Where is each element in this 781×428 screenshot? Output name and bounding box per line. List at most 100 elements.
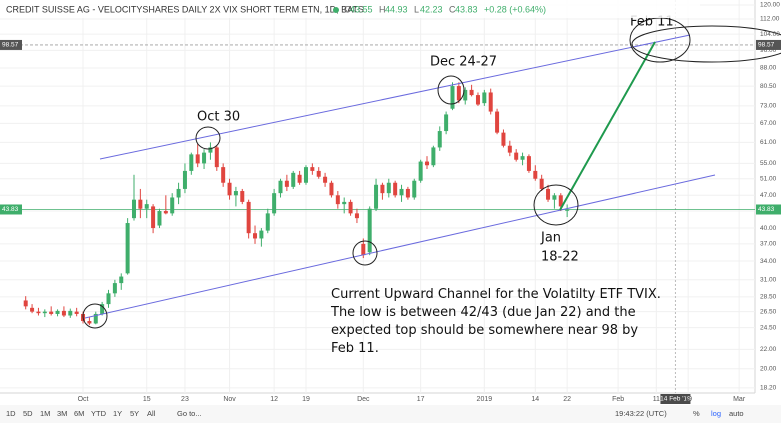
x-tick-label: Feb	[612, 396, 624, 403]
candle-body	[329, 182, 334, 196]
circle	[533, 184, 579, 226]
x-tick-label: 15	[143, 396, 151, 403]
candle-body	[310, 167, 315, 171]
candle-body	[259, 230, 264, 239]
range-button[interactable]: 5Y	[130, 409, 139, 418]
candle-body	[131, 199, 136, 219]
price-label-bg	[756, 204, 781, 215]
candle-body	[297, 174, 302, 183]
candle-body	[125, 223, 130, 274]
candle-body	[87, 321, 92, 324]
candle-body	[106, 293, 111, 305]
y-tick-label: 80.50	[760, 83, 777, 90]
candle-body	[335, 195, 340, 205]
price-label-left: 43.83	[2, 206, 19, 213]
candle-body	[533, 170, 538, 179]
candle-body	[221, 167, 226, 183]
candle-body	[55, 310, 60, 314]
ohlc-change: +0.28 (+0.64%)	[484, 4, 546, 14]
ohlc-value: 44.93	[385, 4, 408, 14]
candle-body	[240, 191, 245, 202]
range-button[interactable]: 6M	[74, 409, 84, 418]
candle-body	[437, 131, 442, 148]
y-tick-label: 31.00	[760, 277, 777, 284]
candle-body	[342, 201, 347, 205]
annotation: Jan	[540, 231, 561, 246]
price-label-left: 98.57	[2, 42, 19, 49]
range-button[interactable]: 5D	[23, 409, 33, 418]
candle-body	[380, 184, 385, 194]
candle-body	[316, 170, 321, 177]
channel-upper	[99, 34, 691, 160]
x-tick-label: 12	[270, 396, 278, 403]
ohlc-value: 43.83	[455, 4, 478, 14]
scale-option[interactable]: log	[711, 409, 721, 418]
y-tick-label: 120.00	[760, 2, 780, 9]
range-button[interactable]: 1M	[40, 409, 50, 418]
range-button[interactable]: 1D	[6, 409, 16, 418]
scale-option[interactable]: auto	[729, 409, 744, 418]
y-tick-label: 37.00	[760, 241, 777, 248]
candle-body	[488, 92, 493, 112]
candle-body	[49, 311, 54, 314]
range-button[interactable]: All	[147, 409, 156, 418]
scale-option[interactable]: %	[693, 409, 700, 418]
candle-body	[303, 167, 308, 183]
candle-body	[367, 208, 372, 253]
candle-body	[189, 154, 194, 171]
candle-body	[202, 152, 207, 164]
candle-body	[431, 147, 436, 166]
candle-body	[138, 199, 143, 209]
ohlc-value: 42.23	[420, 4, 443, 14]
range-button[interactable]: YTD	[91, 409, 107, 418]
price-label: 98.57	[758, 42, 775, 49]
candle-body	[291, 172, 296, 187]
range-button[interactable]: 3M	[57, 409, 67, 418]
x-tick-label: 17	[417, 396, 425, 403]
price-label: 43.83	[758, 206, 775, 213]
y-tick-label: 112.00	[760, 16, 780, 23]
candle-body	[195, 154, 200, 164]
x-tick-label: Mar	[733, 396, 746, 403]
x-tick-label: 23	[181, 396, 189, 403]
circle	[195, 126, 221, 150]
y-tick-label: 22.00	[760, 346, 777, 353]
candle-body	[253, 233, 258, 239]
crosshair-label: 14 Feb '19	[660, 396, 691, 403]
candle-body	[514, 152, 519, 160]
candle-body	[23, 300, 28, 307]
x-tick-label: 2019	[477, 396, 493, 403]
goto-button[interactable]: Go to...	[177, 409, 202, 418]
candle-body	[546, 188, 551, 200]
candle-body	[284, 180, 289, 187]
candle-body	[495, 111, 500, 133]
x-tick-label: 19	[302, 396, 310, 403]
x-tick-label: Nov	[223, 396, 236, 403]
candle-body	[386, 182, 391, 194]
range-button[interactable]: 1Y	[113, 409, 122, 418]
candle-body	[565, 209, 570, 211]
candle-body	[170, 197, 175, 214]
ohlc-key: L	[414, 4, 419, 14]
ohlc-key: H	[379, 4, 386, 14]
circle	[437, 75, 465, 105]
candle-body	[42, 311, 47, 314]
candle-body	[507, 145, 512, 153]
candle-body	[182, 170, 187, 189]
y-tick-label: 55.00	[760, 160, 777, 167]
y-tick-label: 40.00	[760, 225, 777, 232]
annotation: Oct 30	[197, 110, 240, 125]
candle-body	[393, 182, 398, 196]
price-label-bg-left	[0, 39, 22, 50]
candle-body	[93, 313, 98, 324]
candle-body	[278, 180, 283, 194]
header-bg	[0, 0, 700, 18]
circle	[352, 240, 378, 266]
y-tick-label: 26.50	[760, 308, 777, 315]
circle	[82, 303, 108, 329]
annotations: Oct 30 Dec 24-27 Feb 11 Jan 18-22	[197, 15, 674, 265]
x-tick-label: 11	[653, 396, 660, 403]
candle-body	[272, 193, 277, 214]
